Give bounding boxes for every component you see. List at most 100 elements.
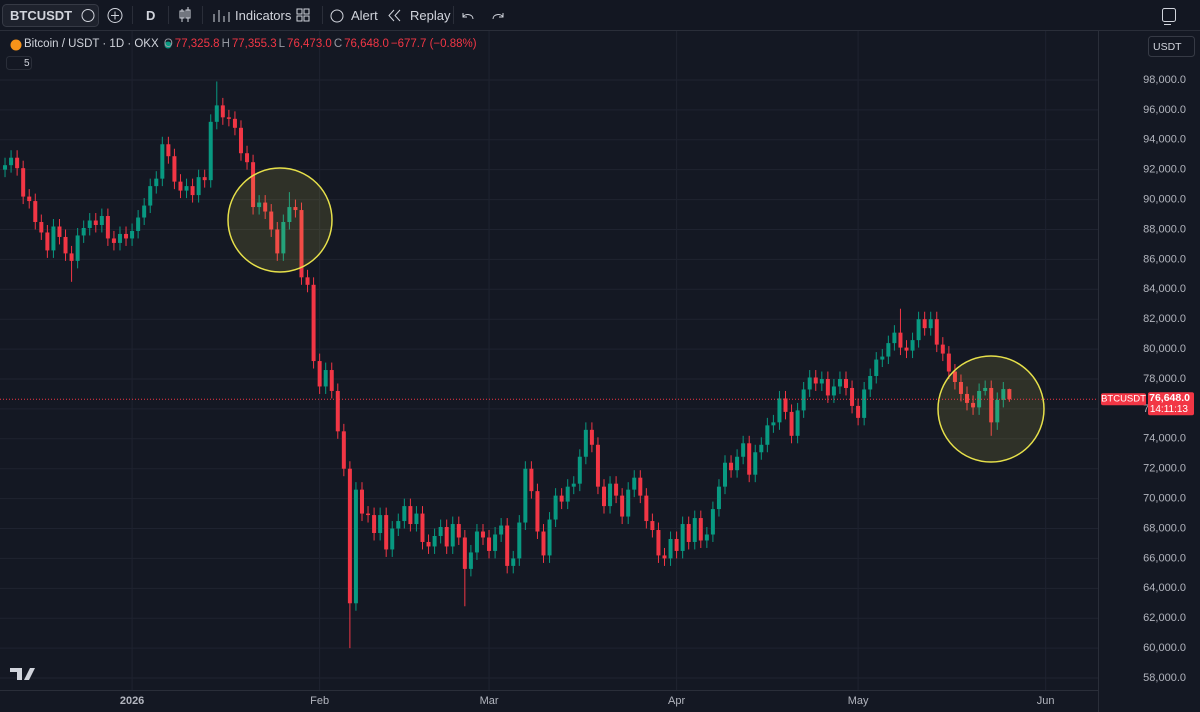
y-tick-label: 86,000.0 (1143, 253, 1186, 265)
legend-value: 77,355.3 (231, 38, 277, 50)
candle-body (716, 486, 721, 510)
candle-body (93, 220, 98, 225)
candle-body (529, 468, 534, 492)
currency[interactable]: USDT (1153, 41, 1182, 53)
add-icon-plus (111, 11, 119, 20)
candle-body (650, 521, 655, 531)
symbol-icon (81, 9, 95, 22)
y-tick-label: 72,000.0 (1143, 463, 1186, 475)
candle-body (644, 495, 649, 522)
candle-body (148, 186, 153, 206)
separator (132, 6, 133, 24)
candle-body (87, 220, 92, 228)
y-tick-label: 74,000.0 (1143, 433, 1186, 445)
candle-body (965, 393, 970, 403)
price-tag: 76,648.0 (1149, 392, 1190, 404)
candle-body (359, 489, 364, 514)
candle-body (142, 205, 147, 218)
candle-body (323, 370, 328, 387)
y-tick-label: 68,000.0 (1143, 522, 1186, 534)
candle-body (886, 343, 891, 357)
candle-body (450, 524, 455, 547)
countdown-tag: 14:11:13 (1150, 404, 1189, 415)
interval[interactable]: D (146, 8, 156, 23)
candle-body (946, 353, 951, 372)
indicators-button[interactable]: Indicators (235, 8, 292, 23)
candle-body (408, 506, 413, 525)
candle-body (105, 216, 110, 239)
x-tick-label: Apr (668, 695, 685, 707)
candle-body (341, 431, 346, 469)
legend-title: Bitcoin / USDT · 1D · OKX (24, 38, 159, 50)
candle-body (874, 359, 879, 377)
replay-button[interactable]: Replay (410, 8, 451, 23)
candle-body (154, 178, 159, 187)
candle-body (601, 486, 606, 507)
candle-body (892, 332, 897, 344)
layout-icon[interactable] (296, 8, 310, 22)
candle-body (517, 522, 522, 559)
y-tick-label: 60,000.0 (1143, 642, 1186, 654)
symbol-tag: BTCUSDT (1101, 394, 1146, 405)
undo-icon[interactable] (462, 13, 474, 20)
candle-body (396, 521, 401, 529)
candle-body (1001, 389, 1006, 400)
y-tick-label: 64,000.0 (1143, 582, 1186, 594)
candle-body (353, 489, 358, 604)
candle-body (747, 443, 752, 475)
candle-body (844, 378, 849, 388)
status-dot (164, 41, 172, 49)
candle-body (662, 555, 667, 559)
candle-body (934, 319, 939, 345)
candle-body (335, 390, 340, 432)
replay-icon[interactable] (388, 9, 401, 22)
candle-body (33, 201, 38, 223)
candle-body (620, 495, 625, 517)
legend-key: L (278, 38, 286, 50)
candle-body (378, 515, 383, 534)
candle-body (39, 222, 44, 233)
candle-body (111, 238, 116, 243)
symbol-box[interactable] (2, 4, 99, 27)
legend-value: 76,473.0 (287, 38, 332, 50)
fullscreen-icon[interactable] (1162, 8, 1176, 22)
redo-icon[interactable] (492, 13, 504, 20)
candle-body (795, 410, 800, 436)
alert-icon[interactable] (330, 9, 344, 23)
candle-body (251, 162, 256, 208)
indicators-icon[interactable] (213, 10, 230, 22)
y-tick-label: 58,000.0 (1143, 672, 1186, 684)
symbol[interactable]: BTCUSDT (10, 8, 73, 23)
y-tick-label: 82,000.0 (1143, 313, 1186, 325)
candle-body (214, 105, 219, 122)
indicators-count[interactable]: 5 (24, 58, 30, 69)
candle-body (880, 356, 885, 360)
candle-body (692, 518, 697, 542)
candle-body (27, 196, 32, 202)
candle-body (698, 518, 703, 541)
candle-body (444, 527, 449, 547)
candle-body (160, 144, 165, 179)
candle-body (541, 531, 546, 556)
axes: 58,000.0 60,000.0 62,000.0 64,000.0 66,000.0… (0, 74, 1194, 707)
candle-body (232, 118, 237, 128)
annotation-circle (227, 167, 333, 273)
candle-body (493, 534, 498, 551)
candle-body (81, 227, 86, 236)
candle-body (626, 489, 631, 517)
candle-body (287, 207, 292, 223)
alert-button[interactable]: Alert (351, 8, 378, 23)
x-tick-label: Feb (310, 695, 329, 707)
candle-body (263, 202, 268, 212)
candle-body (202, 177, 207, 181)
add-icon[interactable] (107, 8, 123, 23)
candle-body (868, 376, 873, 390)
candle-body (825, 378, 830, 396)
currency-box[interactable] (1148, 36, 1195, 57)
grid (0, 31, 1098, 690)
separator (168, 6, 169, 24)
candle-body (583, 429, 588, 457)
y-tick-label: 94,000.0 (1143, 134, 1186, 146)
annotation-circle (937, 355, 1045, 463)
